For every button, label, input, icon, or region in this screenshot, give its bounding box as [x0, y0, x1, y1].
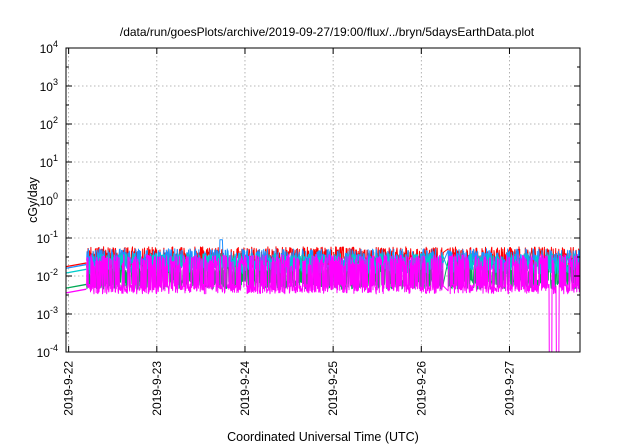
series-lead-segment: [66, 283, 87, 289]
grid: [66, 48, 580, 352]
x-tick-label: 2019-9-22: [62, 361, 76, 416]
series-lead-segment: [66, 262, 87, 268]
y-tick-exponent: -2: [50, 267, 58, 277]
y-tick-exponent: 0: [53, 191, 58, 201]
series-lead-segment: [66, 288, 87, 294]
y-tick-label: 100: [40, 191, 58, 208]
y-tick-exponent: 1: [53, 153, 58, 163]
y-tick-exponent: 3: [53, 77, 58, 87]
series-lead-segment: [66, 263, 87, 269]
y-tick-label: 101: [40, 153, 58, 170]
chart-title: /data/run/goesPlots/archive/2019-09-27/1…: [120, 25, 535, 39]
y-tick-label: 10-1: [37, 229, 58, 246]
x-axis: 2019-9-22 2019-9-23 2019-9-24 2019-9-25 2019…: [62, 48, 516, 416]
y-tick-exponent: 4: [53, 39, 58, 49]
series-layer: [66, 239, 580, 352]
series-line: [86, 254, 580, 352]
x-tick-label: 2019-9-26: [414, 361, 428, 416]
series-lead-segment: [66, 268, 87, 274]
y-tick-label: 103: [40, 77, 58, 94]
x-tick-label: 2019-9-27: [502, 361, 516, 416]
x-tick-label: 2019-9-25: [326, 361, 340, 416]
y-tick-label: 10-3: [37, 305, 58, 322]
y-tick-exponent: -3: [50, 305, 58, 315]
x-axis-label: Coordinated Universal Time (UTC): [227, 430, 419, 444]
y-tick-label: 104: [40, 39, 58, 56]
y-tick-label: 10-2: [37, 267, 58, 284]
y-axis-label: cGy/day: [26, 176, 40, 223]
y-tick-exponent: -1: [50, 229, 58, 239]
x-tick-label: 2019-9-23: [150, 361, 164, 416]
y-tick-exponent: -4: [50, 343, 58, 353]
y-tick-exponent: 2: [53, 115, 58, 125]
y-tick-label: 102: [40, 115, 58, 132]
y-tick-label: 10-4: [37, 343, 58, 360]
x-tick-label: 2019-9-24: [238, 361, 252, 416]
